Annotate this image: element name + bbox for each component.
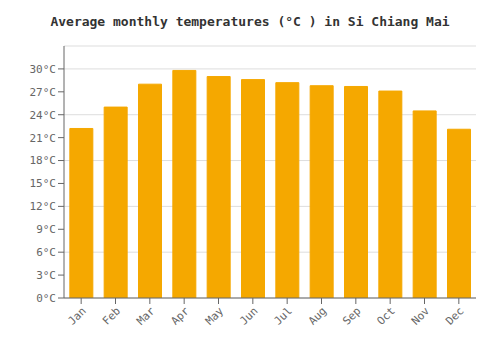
svg-text:Oct: Oct: [375, 304, 398, 327]
svg-text:27°C: 27°C: [30, 86, 57, 99]
svg-text:15°C: 15°C: [30, 177, 57, 190]
svg-text:12°C: 12°C: [30, 200, 57, 213]
svg-text:24°C: 24°C: [30, 109, 57, 122]
svg-text:Apr: Apr: [169, 304, 193, 328]
svg-text:9°C: 9°C: [36, 223, 56, 236]
svg-text:Aug: Aug: [306, 304, 329, 327]
svg-text:Sep: Sep: [340, 304, 363, 327]
svg-text:Jun: Jun: [237, 304, 260, 327]
svg-text:18°C: 18°C: [30, 154, 57, 167]
svg-text:Dec: Dec: [443, 304, 466, 327]
svg-text:Mar: Mar: [134, 304, 158, 328]
svg-text:Nov: Nov: [409, 304, 433, 328]
svg-text:3°C: 3°C: [36, 269, 56, 282]
svg-text:Jul: Jul: [272, 304, 295, 327]
html-text:Average monthly temperatures (: Average monthly temperatures (°C ) in Si…: [50, 14, 450, 29]
svg-text:30°C: 30°C: [30, 63, 57, 76]
svg-text:21°C: 21°C: [30, 132, 57, 145]
svg-text:6°C: 6°C: [36, 246, 56, 259]
svg-text:Feb: Feb: [100, 304, 123, 327]
svg-text:May: May: [203, 304, 227, 328]
svg-text:0°C: 0°C: [36, 292, 56, 305]
svg-text:Jan: Jan: [66, 304, 89, 327]
